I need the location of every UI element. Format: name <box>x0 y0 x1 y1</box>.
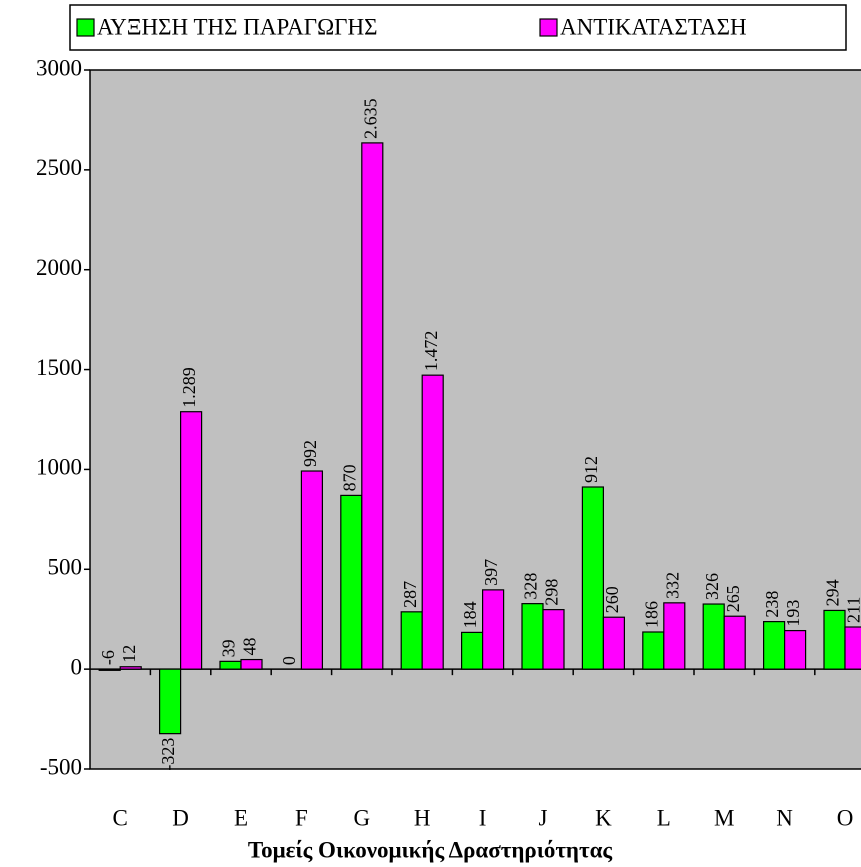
legend-label: ΑΥΞΗΣΗ ΤΗΣ ΠΑΡΑΓΩΓΗΣ <box>97 14 377 39</box>
value-label: 39 <box>219 639 239 657</box>
value-label: 912 <box>581 456 601 483</box>
value-label: 1.289 <box>179 367 199 408</box>
bar <box>823 609 846 670</box>
bar <box>521 603 544 670</box>
bar <box>180 411 203 670</box>
bar <box>119 666 142 670</box>
value-label: 298 <box>542 579 562 606</box>
x-tick-label: N <box>776 805 793 830</box>
value-label: 265 <box>723 585 743 612</box>
y-tick-label: 1000 <box>36 455 82 480</box>
value-label: 326 <box>702 573 722 600</box>
value-label: 332 <box>662 572 682 599</box>
bar <box>702 603 725 670</box>
value-label: 397 <box>481 559 501 586</box>
bar <box>762 621 786 670</box>
value-label: 12 <box>119 645 139 663</box>
bar <box>663 602 686 670</box>
bar <box>461 631 484 670</box>
x-tick-label: M <box>714 805 734 830</box>
x-tick-label: G <box>353 805 370 830</box>
value-label: 211 <box>844 597 861 623</box>
x-tick-label: J <box>539 805 548 830</box>
bar <box>361 142 384 670</box>
value-label: 260 <box>602 586 622 613</box>
value-label: 184 <box>460 601 480 628</box>
bar <box>240 658 263 670</box>
x-axis-title: Τομείς Οικονομικής Δραστηριότητας <box>248 837 613 862</box>
value-label: 0 <box>279 656 299 665</box>
y-tick-label: 2000 <box>36 255 82 280</box>
y-tick-label: -500 <box>40 754 82 779</box>
bar <box>844 626 861 670</box>
x-tick-label: E <box>234 805 248 830</box>
y-tick-label: 500 <box>48 555 83 580</box>
bar <box>219 660 242 670</box>
bar <box>602 616 626 670</box>
value-label: -323 <box>158 738 178 771</box>
value-label: 294 <box>823 579 843 606</box>
value-label: 328 <box>521 573 541 600</box>
bar <box>581 486 605 670</box>
y-tick-label: 0 <box>71 654 83 679</box>
x-tick-label: C <box>113 805 128 830</box>
x-tick-label: H <box>414 805 431 830</box>
value-label: 287 <box>400 581 420 608</box>
x-tick-label: I <box>479 805 487 830</box>
bar <box>340 494 363 670</box>
value-label: 186 <box>641 601 661 628</box>
value-label: 992 <box>300 440 320 467</box>
bar <box>482 589 505 670</box>
bar <box>300 470 323 670</box>
x-tick-label: D <box>172 805 189 830</box>
x-tick-label: K <box>595 805 612 830</box>
legend-swatch <box>76 18 95 37</box>
bar <box>98 668 121 671</box>
value-label: -6 <box>98 650 118 665</box>
y-tick-label: 1500 <box>36 355 82 380</box>
bar <box>723 615 746 670</box>
value-label: 1.472 <box>421 331 441 372</box>
bar <box>783 629 807 670</box>
legend-box <box>69 4 847 51</box>
value-label: 2.635 <box>360 98 380 139</box>
y-tick-label: 3000 <box>36 55 82 80</box>
bar <box>542 609 565 670</box>
bar <box>421 374 444 670</box>
value-label: 870 <box>339 464 359 491</box>
bar <box>159 668 182 735</box>
legend-label: ΑΝΤΙΚΑΤΑΣΤΑΣΗ <box>560 14 747 39</box>
value-label: 238 <box>762 591 782 618</box>
bar <box>400 611 423 670</box>
value-label: 48 <box>240 638 260 656</box>
x-tick-label: F <box>295 805 308 830</box>
y-tick-label: 2500 <box>36 155 82 180</box>
legend-swatch <box>539 18 558 37</box>
x-tick-label: O <box>837 805 854 830</box>
bar <box>642 631 665 670</box>
x-tick-label: L <box>657 805 671 830</box>
value-label: 193 <box>783 600 803 627</box>
